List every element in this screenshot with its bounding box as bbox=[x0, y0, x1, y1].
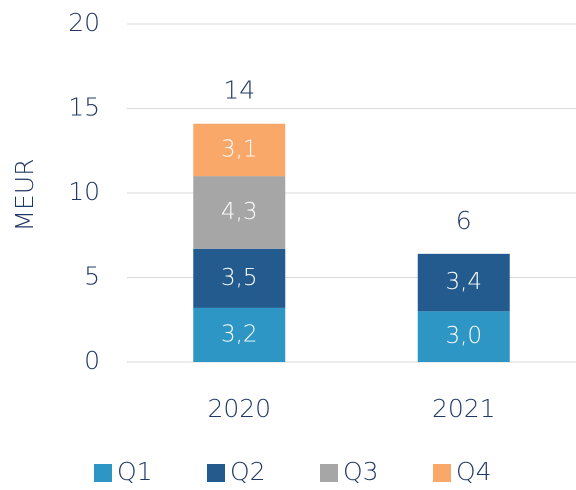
legend-label: Q4 bbox=[456, 457, 492, 486]
total-label: 14 bbox=[223, 76, 255, 105]
bar-segment bbox=[193, 123, 286, 177]
value-label: 3,2 bbox=[221, 321, 258, 347]
y-axis-label: MEUR bbox=[10, 158, 39, 231]
x-tick-label: 2020 bbox=[207, 394, 271, 423]
total-label: 6 bbox=[456, 206, 472, 235]
y-tick-label: 20 bbox=[68, 8, 100, 37]
legend-label: Q1 bbox=[117, 457, 153, 486]
bar-segment bbox=[193, 176, 286, 249]
legend-swatch bbox=[433, 464, 451, 482]
legend-swatch bbox=[94, 464, 112, 482]
value-label: 3,5 bbox=[221, 265, 258, 291]
value-label: 3,1 bbox=[221, 136, 258, 162]
legend-label: Q3 bbox=[343, 457, 379, 486]
y-tick-label: 15 bbox=[68, 93, 100, 122]
y-tick-label: 5 bbox=[84, 262, 100, 291]
legend-label: Q2 bbox=[230, 457, 266, 486]
y-tick-label: 0 bbox=[84, 346, 100, 375]
x-tick-label: 2021 bbox=[432, 394, 496, 423]
bar-segment bbox=[417, 311, 510, 362]
value-label: 4,3 bbox=[221, 199, 258, 225]
bar-segment bbox=[417, 253, 510, 312]
value-label: 3,4 bbox=[445, 269, 482, 295]
bar-segment bbox=[193, 248, 286, 308]
bar-segment bbox=[193, 307, 286, 362]
value-label: 3,0 bbox=[445, 323, 482, 349]
legend-swatch bbox=[207, 464, 225, 482]
y-tick-label: 10 bbox=[68, 177, 100, 206]
legend-swatch bbox=[320, 464, 338, 482]
